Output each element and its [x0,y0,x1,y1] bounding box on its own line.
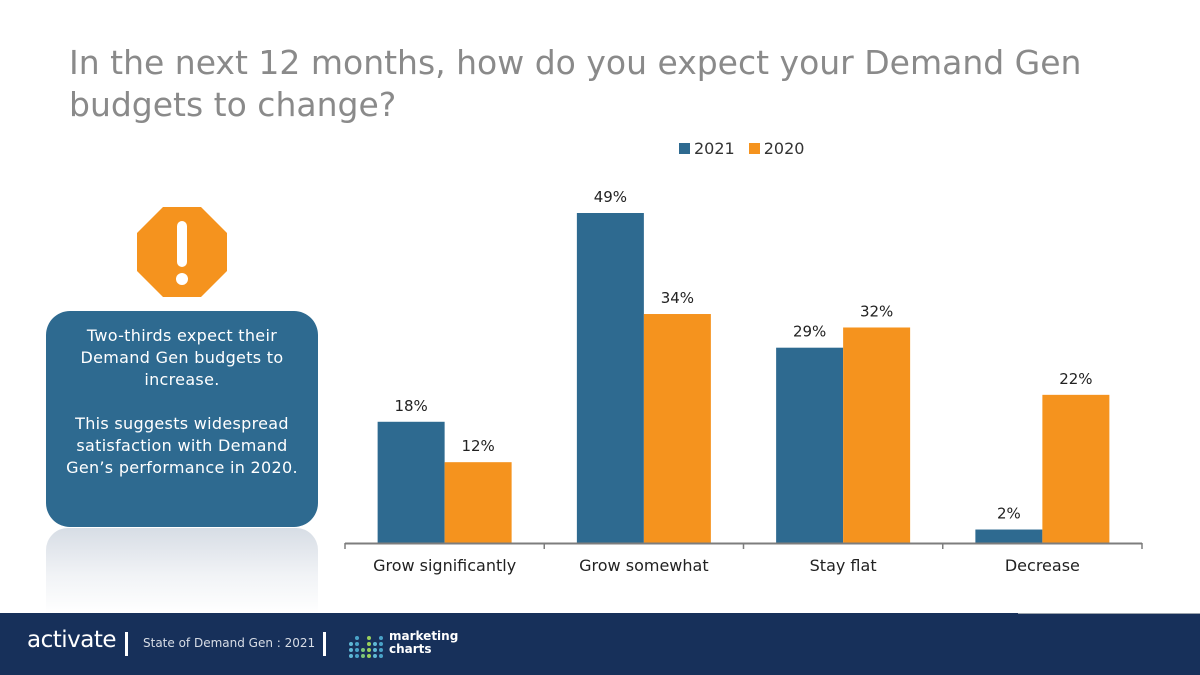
footer-top-rule [1018,613,1200,614]
data-label-2020-4: 22% [1059,370,1092,388]
activate-logo: activate [27,627,117,653]
legend-swatch-2021 [679,143,690,154]
report-name: State of Demand Gen : 2021 [143,636,316,650]
logo-dot [361,654,365,658]
logo-dot [367,654,371,658]
data-label-2021-1: 18% [394,397,427,415]
legend-item-2020: 2020 [748,139,805,158]
logo-dot [367,642,371,646]
marketing-charts-logo: marketing charts [389,630,458,656]
bar-2020-1 [444,462,512,543]
logo-dot [379,642,383,646]
logo-dot [349,648,353,652]
callout-reflection [46,528,318,614]
data-label-2020-2: 34% [661,289,694,307]
data-label-2020-1: 12% [461,437,494,455]
logo-dot [355,636,359,640]
category-label-4: Decrease [1005,556,1080,575]
marketing-charts-dots-icon [349,636,383,658]
logo-dot [361,648,365,652]
data-label-2021-2: 49% [594,188,627,206]
insight-callout: Two-thirds expect their Demand Gen budge… [46,311,318,527]
legend-swatch-2020 [748,143,760,154]
bar-2020-2 [643,314,711,543]
bar-2021-4 [975,529,1043,543]
logo-dot [373,654,377,658]
bar-2021-1 [377,421,445,543]
logo-dot [379,648,383,652]
chart-legend: 2021 2020 [679,139,804,158]
footer-separator [125,632,128,656]
data-label-2021-4: 2% [997,505,1021,523]
legend-label-2020: 2020 [763,139,805,158]
data-label-2021-3: 29% [793,323,826,341]
category-label-3: Stay flat [810,556,877,575]
category-label-1: Grow significantly [373,556,516,575]
logo-dot [355,642,359,646]
category-label-2: Grow somewhat [579,556,708,575]
logo-dot [367,648,371,652]
logo-dot [349,654,353,658]
bar-2020-4 [1042,394,1110,543]
logo-dot [355,648,359,652]
logo-dot [349,642,353,646]
data-label-2020-3: 32% [860,302,893,320]
legend-label-2021: 2021 [694,139,735,158]
logo-dot [355,654,359,658]
legend-item-2021: 2021 [679,139,735,158]
footer-separator [323,632,326,656]
bar-2021-2 [576,213,644,543]
bar-chart: 18% 12% Grow significantly 49% 34% Grow somew… [344,188,1143,575]
logo-dot [367,636,371,640]
callout-detail: This suggests widespread satisfaction wi… [66,414,298,477]
callout-headline: Two-thirds expect their Demand Gen budge… [80,326,284,389]
page-title: In the next 12 months, how do you expect… [69,43,1082,124]
logo-dot [373,648,377,652]
bar-2020-3 [843,327,911,543]
logo-dot [373,642,377,646]
warning-stop-icon [137,207,227,297]
logo-text-line2: charts [389,642,432,656]
footer-bar: activate State of Demand Gen : 2021 mark… [0,613,1200,675]
bar-2021-3 [776,347,844,543]
logo-dot [379,636,383,640]
logo-text-line1: marketing [389,629,459,643]
logo-dot [379,654,383,658]
